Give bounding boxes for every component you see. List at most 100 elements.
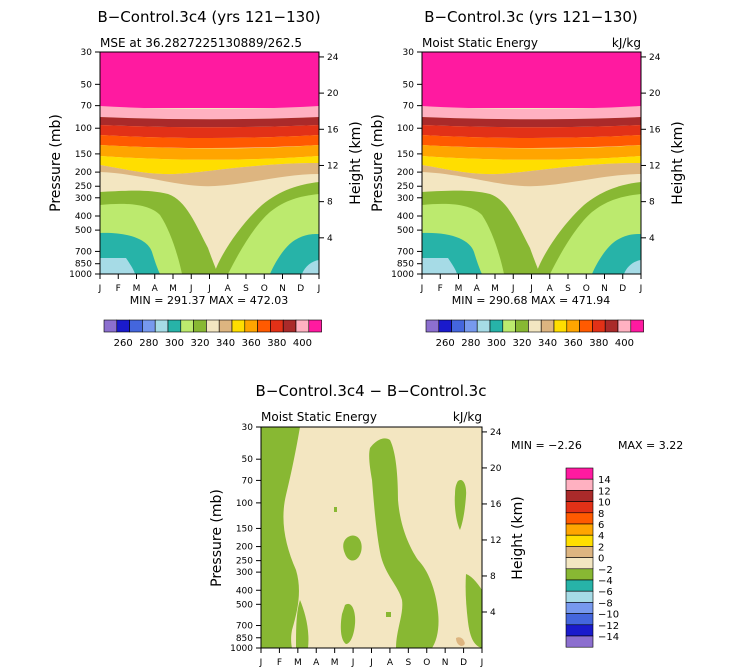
colorbar-swatch (270, 319, 284, 333)
height-tick-label: 4 (490, 608, 496, 618)
pressure-tick-label: 700 (75, 247, 92, 257)
colorbar-swatch (565, 579, 594, 592)
colorbar-label: 260 (436, 338, 455, 349)
month-tick-label: N (279, 284, 286, 294)
colorbar-swatch (579, 319, 593, 333)
panel-c-min: MIN = −2.26 (511, 439, 582, 452)
colorbar-swatch (257, 319, 271, 333)
panel-c-field (261, 427, 482, 648)
month-tick-label: J (420, 284, 424, 294)
panel-a-colorbar: 260 280 300 320 340 360 380 400 (103, 319, 322, 349)
colorbar-swatch (565, 557, 594, 570)
pressure-tick-label: 250 (236, 557, 253, 567)
panel-b: B−Control.3c (yrs 121−130) Moist Static … (370, 8, 686, 349)
panel-c-max: MAX = 3.22 (618, 439, 683, 452)
colorbar-swatch (451, 319, 465, 333)
colorbar-label: −4 (598, 576, 613, 587)
colorbar-label: 380 (267, 338, 286, 349)
colorbar-swatch (565, 602, 594, 614)
colorbar-swatch (565, 546, 594, 558)
month-tick-label: A (387, 658, 394, 668)
panel-b-title: B−Control.3c (yrs 121−130) (424, 8, 638, 26)
colorbar-label: 280 (461, 338, 480, 349)
month-tick-label: J (317, 284, 321, 294)
month-tick-label: A (152, 284, 159, 294)
colorbar-label: 8 (598, 509, 604, 520)
colorbar-swatch (193, 319, 207, 333)
colorbar-label: 280 (139, 338, 158, 349)
height-tick-label: 12 (327, 161, 338, 171)
colorbar-label: −2 (598, 565, 613, 576)
colorbar-swatch (540, 319, 555, 333)
month-tick-label: J (207, 284, 211, 294)
colorbar-swatch (565, 490, 594, 502)
height-tick-label: 24 (649, 53, 661, 63)
colorbar-swatch (218, 319, 233, 333)
pressure-tick-label: 400 (397, 212, 414, 222)
height-tick-label: 20 (490, 464, 502, 474)
month-tick-label: J (480, 658, 484, 668)
panel-a-subtitle: MSE at 36.2827225130889/262.5 (100, 36, 302, 50)
colorbar-label: −8 (598, 598, 613, 609)
month-tick-label: A (313, 658, 320, 668)
pressure-tick-label: 50 (242, 455, 254, 465)
colorbar-label: 340 (216, 338, 235, 349)
colorbar-swatch (565, 478, 594, 491)
pressure-tick-label: 1000 (230, 644, 253, 654)
month-tick-label: M (133, 284, 141, 294)
month-tick-label: M (455, 284, 463, 294)
height-tick-label: 4 (327, 234, 333, 244)
colorbar-swatch (565, 613, 594, 626)
colorbar-swatch (565, 624, 594, 637)
pressure-tick-label: 70 (242, 476, 254, 486)
month-tick-label: D (619, 284, 626, 294)
panel-a-field (100, 52, 319, 274)
pressure-tick-label: 250 (75, 182, 92, 192)
colorbar-swatch (515, 319, 529, 333)
pressure-tick-label: 850 (397, 260, 414, 270)
colorbar-swatch (244, 319, 258, 333)
colorbar-label: 400 (293, 338, 312, 349)
colorbar-swatch (464, 319, 478, 333)
colorbar-label: 0 (598, 554, 604, 565)
panel-b-minmax: MIN = 290.68 MAX = 471.94 (452, 294, 610, 307)
month-tick-label: J (639, 284, 643, 294)
height-tick-label: 16 (490, 500, 502, 510)
pressure-tick-label: 50 (81, 80, 93, 90)
month-tick-label: J (259, 658, 263, 668)
panel-a-title: B−Control.3c4 (yrs 121−130) (97, 8, 320, 26)
colorbar-swatch (592, 319, 606, 333)
height-tick-label: 20 (327, 89, 339, 99)
panel-c-subtitle: Moist Static Energy (261, 410, 377, 424)
pressure-tick-label: 70 (81, 102, 93, 112)
pressure-tick-label: 50 (403, 80, 415, 90)
pressure-tick-label: 300 (236, 568, 253, 578)
pressure-tick-label: 30 (81, 48, 93, 58)
height-tick-label: 24 (327, 53, 339, 63)
month-tick-label: M (331, 658, 339, 668)
month-tick-label: A (225, 284, 232, 294)
pressure-tick-label: 30 (242, 423, 254, 433)
pressure-tick-label: 200 (75, 168, 92, 178)
month-tick-label: S (243, 284, 249, 294)
colorbar-label: 400 (615, 338, 634, 349)
colorbar-swatch (565, 467, 594, 480)
month-tick-label: O (261, 284, 268, 294)
colorbar-label: −14 (598, 632, 619, 643)
month-tick-label: D (460, 658, 467, 668)
pressure-tick-label: 400 (75, 212, 92, 222)
pressure-tick-label: 100 (397, 124, 414, 134)
month-tick-label: J (189, 284, 193, 294)
pressure-tick-label: 300 (75, 194, 92, 204)
pressure-tick-label: 400 (236, 586, 253, 596)
panel-b-colorbar: 260 280 300 320 340 360 380 400 (425, 319, 644, 349)
panel-a-minmax: MIN = 291.37 MAX = 472.03 (130, 294, 288, 307)
pressure-tick-label: 150 (75, 150, 92, 160)
height-tick-label: 12 (649, 161, 660, 171)
colorbar-swatch (142, 319, 156, 333)
pressure-tick-label: 30 (403, 48, 415, 58)
